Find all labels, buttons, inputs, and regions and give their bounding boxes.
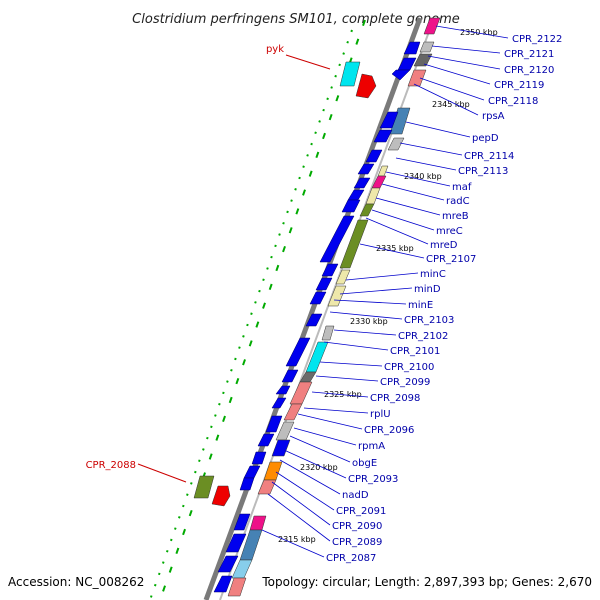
label-cpr-2102: CPR_2102 <box>398 331 448 342</box>
kbp-2335: 2335 kbp <box>376 244 414 253</box>
label-nadd: nadD <box>342 490 369 501</box>
label-cpr-2100: CPR_2100 <box>384 362 434 373</box>
label-cpr-2088: CPR_2088 <box>86 460 136 471</box>
gene-blocks <box>227 17 441 597</box>
gc-track-inner <box>159 19 366 600</box>
label-cpr-2120: CPR_2120 <box>504 65 554 76</box>
gene-labels: CPR_2122 CPR_2121 CPR_2120 CPR_2119 CPR_… <box>326 34 562 564</box>
label-cpr-2114: CPR_2114 <box>464 151 514 162</box>
label-minc: minC <box>420 269 446 280</box>
kbp-2320: 2320 kbp <box>300 463 338 472</box>
left-features: pyk CPR_2088 <box>86 44 377 507</box>
label-mine: minE <box>408 300 433 311</box>
kbp-2350: 2350 kbp <box>460 28 498 37</box>
label-cpr-2113: CPR_2113 <box>458 166 508 177</box>
genome-summary-text: Topology: circular; Length: 2,897,393 bp… <box>261 575 592 589</box>
label-cpr-2118: CPR_2118 <box>488 96 538 107</box>
gene-arrows <box>213 41 421 593</box>
label-cpr-2107: CPR_2107 <box>426 254 476 265</box>
label-cpr-2093: CPR_2093 <box>348 474 398 485</box>
label-rpsa: rpsA <box>482 111 505 122</box>
label-obge: obgE <box>352 458 377 469</box>
label-cpr-2101: CPR_2101 <box>390 346 440 357</box>
label-cpr-2091: CPR_2091 <box>336 506 386 517</box>
label-cpr-2122: CPR_2122 <box>512 34 562 45</box>
label-cpr-2090: CPR_2090 <box>332 521 382 532</box>
label-cpr-2119: CPR_2119 <box>494 80 544 91</box>
kbp-2340: 2340 kbp <box>404 172 442 181</box>
accession-text: Accession: NC_008262 <box>8 575 144 589</box>
label-pyk: pyk <box>266 44 284 55</box>
genome-backbone <box>203 17 435 600</box>
label-maf: maf <box>452 182 472 193</box>
kbp-2315: 2315 kbp <box>278 535 316 544</box>
kbp-2345: 2345 kbp <box>432 100 470 109</box>
map-title: Clostridium perfringens SM101, complete … <box>132 12 460 27</box>
label-radc: radC <box>446 196 470 207</box>
label-rplu: rplU <box>370 409 391 420</box>
label-rpma: rpmA <box>358 441 385 452</box>
label-cpr-2096: CPR_2096 <box>364 425 414 436</box>
label-mreb: mreB <box>442 211 469 222</box>
label-pepd: pepD <box>472 133 499 144</box>
label-leaders <box>261 25 509 558</box>
label-cpr-2099: CPR_2099 <box>380 377 430 388</box>
label-cpr-2089: CPR_2089 <box>332 537 382 548</box>
label-cpr-2087: CPR_2087 <box>326 553 376 564</box>
label-cpr-2121: CPR_2121 <box>504 49 554 60</box>
label-mrec: mreC <box>436 226 463 237</box>
label-mred: mreD <box>430 240 458 251</box>
label-mind: minD <box>414 284 441 295</box>
label-cpr-2098: CPR_2098 <box>370 393 420 404</box>
kbp-2330: 2330 kbp <box>350 317 388 326</box>
label-cpr-2103: CPR_2103 <box>404 315 454 326</box>
